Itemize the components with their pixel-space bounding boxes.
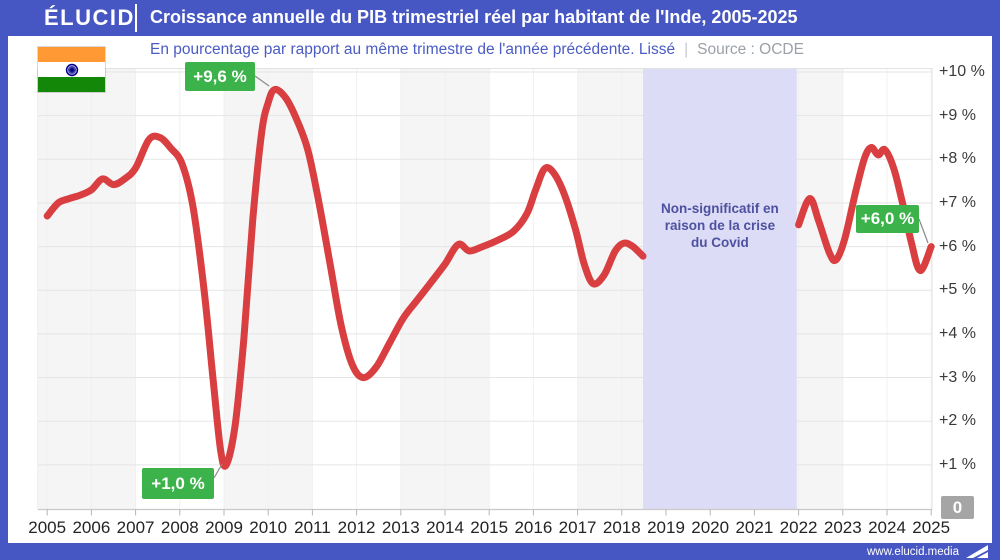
y-axis-label: +6 % xyxy=(939,237,976,255)
annotation-connector-latest-2025 xyxy=(918,218,929,244)
subtitle-separator: | xyxy=(684,41,689,58)
x-axis-label: 2019 xyxy=(647,518,685,537)
x-axis-label: 2020 xyxy=(691,518,730,537)
y-axis-label: +10 % xyxy=(939,63,985,80)
annotation-trough-2009: +1,0 % xyxy=(142,468,214,499)
subtitle-text: En pourcentage par rapport au même trime… xyxy=(150,41,676,58)
ashoka-chakra-icon xyxy=(65,63,78,76)
growth-line-2005-2018 xyxy=(43,85,647,470)
background-stripe xyxy=(38,69,136,509)
y-axis-label: +7 % xyxy=(939,193,976,211)
y-axis-label: +9 % xyxy=(939,106,976,124)
x-axis-label: 2022 xyxy=(779,518,818,537)
covid-band xyxy=(643,69,797,509)
subtitle: En pourcentage par rapport au même trime… xyxy=(150,38,804,62)
footer-url: www.elucid.media xyxy=(866,545,959,558)
footer-bar: www.elucid.media xyxy=(0,543,1000,560)
x-axis-label: 2014 xyxy=(426,518,464,537)
x-axis-label: 2017 xyxy=(558,518,597,537)
x-axis-label: 2021 xyxy=(735,518,774,537)
x-axis-label: 2010 xyxy=(249,518,288,537)
covid-note-line: du Covid xyxy=(691,235,749,250)
y-axis-label: +3 % xyxy=(939,368,976,386)
x-axis-label: 2024 xyxy=(868,518,906,537)
annotation-connector-peak-2010 xyxy=(254,75,270,87)
y-axis-label: +5 % xyxy=(939,281,976,299)
y-axis-label: +1 % xyxy=(939,455,976,473)
x-axis-label: 2011 xyxy=(294,518,331,537)
x-axis-label: 2006 xyxy=(72,518,111,537)
annotation-connector-trough-2009 xyxy=(213,463,223,479)
elucid-logo: ÉLUCID xyxy=(44,5,135,30)
covid-note: Non-significatif en raison de la crise du … xyxy=(642,200,798,251)
x-axis-label: 2023 xyxy=(823,518,862,537)
x-axis-label: 2015 xyxy=(470,518,509,537)
page-title: Croissance annuelle du PIB trimestriel r… xyxy=(150,7,798,27)
annotation-peak-2010: +9,6 % xyxy=(185,62,255,91)
y-axis-zero-label: 0 xyxy=(941,496,974,519)
flag-green-band xyxy=(38,77,105,92)
header-bar: ÉLUCID Croissance annuelle du PIB trimes… xyxy=(0,0,1000,36)
x-axis-label: 2018 xyxy=(602,518,641,537)
annotation-latest-2025: +6,0 % xyxy=(856,205,919,233)
flag-saffron-band xyxy=(38,47,105,62)
x-axis-label: 2007 xyxy=(116,518,155,537)
covid-note-line: raison de la crise xyxy=(664,218,776,233)
x-axis-label: 2008 xyxy=(160,518,199,537)
x-axis-label: 2013 xyxy=(381,518,420,537)
header-divider xyxy=(135,4,137,32)
india-flag-icon xyxy=(38,47,105,92)
y-axis-label: +8 % xyxy=(939,150,976,168)
y-axis-label: +4 % xyxy=(939,324,976,342)
elucid-arrow-icon xyxy=(966,544,988,558)
source-label: Source : OCDE xyxy=(697,41,804,58)
x-axis-label: 2009 xyxy=(205,518,243,537)
covid-note-line: Non-significatif en xyxy=(661,201,779,216)
x-axis-label: 2012 xyxy=(337,518,376,537)
x-axis-label: 2025 xyxy=(912,518,951,537)
x-axis-label: 2016 xyxy=(514,518,553,537)
y-axis-label: +2 % xyxy=(939,412,976,430)
x-axis-label: 2005 xyxy=(28,518,67,537)
